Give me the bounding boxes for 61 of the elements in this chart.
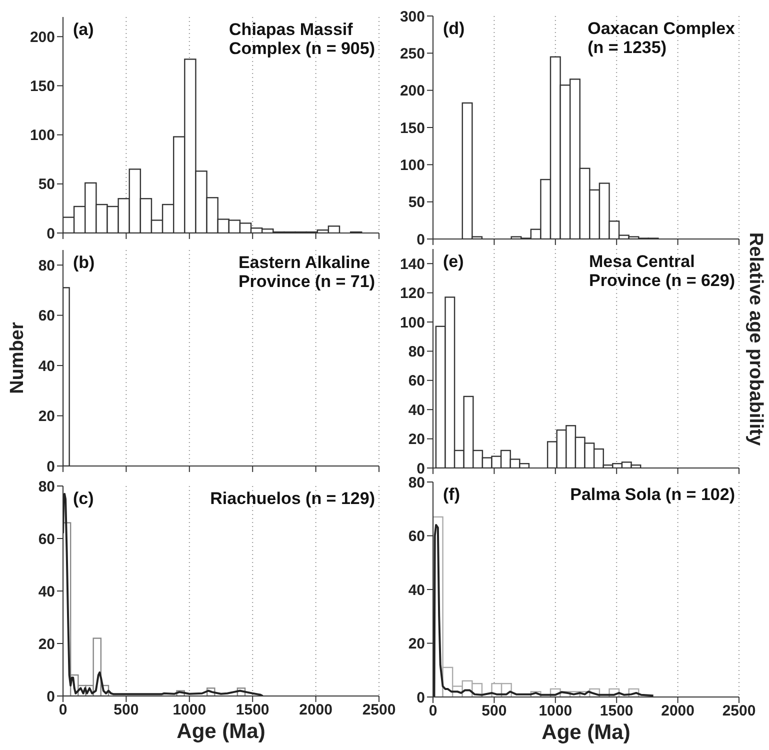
chart-title: Riachuelos (n = 129) [210, 489, 375, 508]
annotation: (d) [443, 19, 465, 39]
x-tick-label: 2000 [299, 702, 332, 719]
y-tick-label: 0 [416, 231, 425, 248]
y-tick-label: 50 [408, 194, 425, 212]
y-tick-label: 150 [400, 120, 425, 137]
y-tick-label: 40 [38, 583, 55, 600]
annotation: (b) [73, 253, 95, 273]
y-tick-label: 80 [408, 344, 425, 361]
y-tick-label: 250 [400, 45, 425, 62]
x-axis-title: Age (Ma) [540, 721, 632, 745]
y-axis-title: Number [7, 322, 29, 394]
y-tick-label: 50 [38, 176, 55, 194]
annotation: (c) [73, 489, 94, 509]
y-tick-label: 40 [408, 402, 425, 419]
text: Eastern Alkaline Province (n = 71) [238, 253, 375, 291]
chart-title: Palma Sola (n = 102) [570, 485, 735, 504]
y-tick-label: 0 [46, 225, 55, 242]
x-tick-label: 1500 [236, 702, 270, 719]
x-tick-label: 1000 [172, 702, 206, 719]
y-tick-label: 200 [30, 28, 55, 46]
y-tick-label: 60 [38, 530, 55, 548]
text: Oaxacan Complex (n = 1235) [588, 19, 735, 57]
y-tick-label: 20 [408, 431, 425, 448]
y-tick-label: 0 [416, 689, 425, 706]
y-tick-label: 120 [400, 285, 425, 302]
x-tick-label: 2500 [362, 702, 396, 719]
y-tick-label: 0 [46, 688, 55, 706]
y-tick-label: 20 [408, 636, 425, 653]
x-tick-label: 0 [58, 702, 68, 719]
x-tick-label: 500 [482, 702, 507, 720]
x-axis-title: Age (Ma) [176, 720, 266, 744]
y-tick-label: 40 [408, 582, 425, 599]
y-tick-label: 60 [408, 528, 425, 546]
annotation: (a) [73, 20, 94, 40]
x-tick-label: 2500 [722, 702, 756, 720]
y-tick-label: 80 [38, 257, 55, 274]
x-tick-label: 0 [428, 702, 438, 720]
x-tick-label: 1500 [600, 702, 634, 720]
y-tick-label: 100 [400, 314, 425, 332]
y-tick-label: 200 [400, 82, 425, 100]
y-tick-label: 60 [38, 308, 55, 325]
y-tick-label: 150 [30, 78, 55, 96]
y-tick-label: 100 [400, 156, 425, 174]
x-tick-label: 1000 [538, 702, 572, 720]
y-tick-label: 100 [30, 127, 55, 144]
annotation: (e) [443, 252, 464, 272]
x-tick-label: 2000 [661, 702, 694, 720]
y-tick-label: 140 [400, 256, 425, 273]
text: Chiapas Massif Complex (n = 905) [229, 20, 375, 58]
y-tick-label: 0 [46, 458, 55, 476]
y-tick-label: 20 [38, 636, 55, 653]
y-tick-label: 60 [408, 372, 425, 390]
annotation: (f) [443, 485, 460, 505]
y-tick-label: 300 [400, 8, 425, 26]
x-tick-label: 500 [114, 702, 139, 719]
y-tick-label: 20 [38, 408, 55, 426]
text: Mesa Central Province (n = 629) [589, 252, 735, 290]
y-tick-label: 40 [38, 358, 55, 375]
y-tick-label: 80 [38, 478, 55, 496]
y2-axis-title: Relative age probability [744, 232, 766, 446]
